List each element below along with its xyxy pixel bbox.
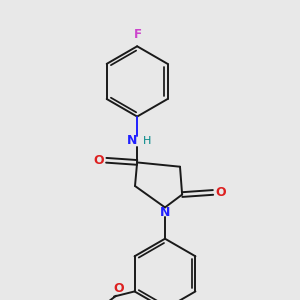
Text: N: N [160,206,170,219]
Text: O: O [94,154,104,167]
Text: N: N [126,134,137,148]
Text: H: H [142,136,151,146]
Text: O: O [113,282,124,295]
Text: F: F [134,28,142,41]
Text: O: O [215,186,226,199]
